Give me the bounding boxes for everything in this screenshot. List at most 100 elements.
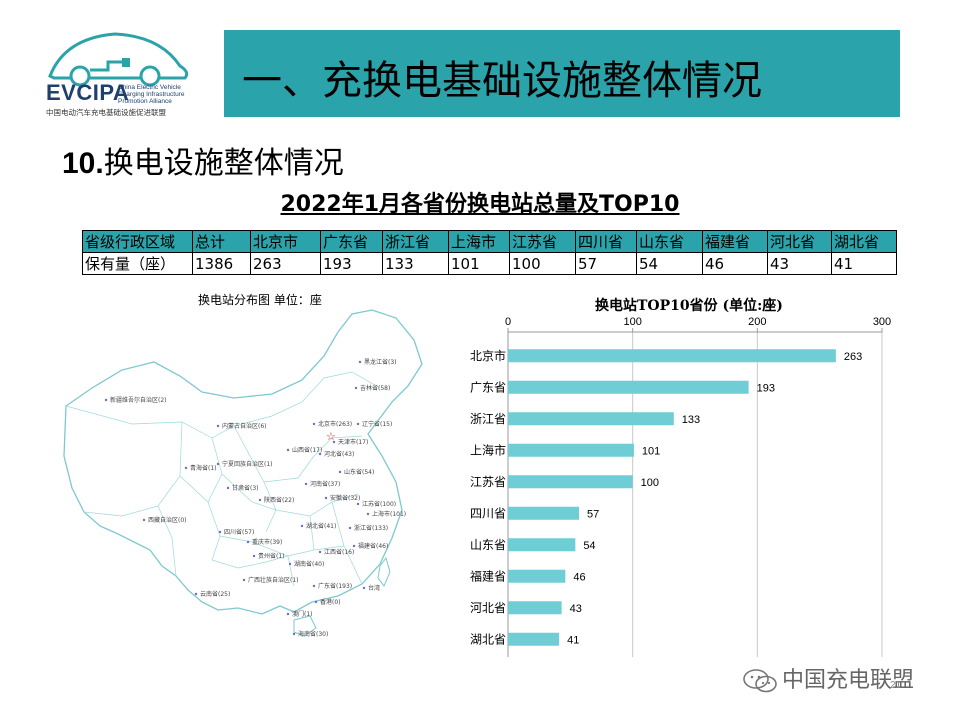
map-province-label: 台湾 <box>368 584 380 592</box>
table-cell: 46 <box>702 252 768 275</box>
map-province-label: 湖北省(41) <box>306 522 336 530</box>
table-cell: 43 <box>767 252 832 275</box>
map-province-label: 安徽省(32) <box>330 494 360 502</box>
map-province-label: 天津市(17) <box>338 438 368 446</box>
table-cell: 133 <box>382 252 449 275</box>
table-title: 2022年1月各省份换电站总量及TOP10 <box>280 192 680 217</box>
data-label: 100 <box>641 477 659 489</box>
map-marker-icon <box>354 386 358 390</box>
title-banner: 一、充换电基础设施整体情况 <box>224 30 900 117</box>
x-tick-label: 200 <box>748 316 766 328</box>
table-header-cell: 省级行政区域 <box>82 230 193 253</box>
category-label: 四川省 <box>470 506 506 520</box>
map-marker-icon <box>366 512 370 516</box>
map-marker-icon <box>286 448 290 452</box>
map-province-label: 北京市(263) <box>318 420 352 428</box>
bar <box>508 380 749 394</box>
logo-line-2: Charging Infrastructure <box>118 91 185 98</box>
section-title: 换电设施整体情况 <box>103 146 344 181</box>
map-marker-icon <box>338 470 342 474</box>
logo-line-1: China Electric Vehicle <box>118 84 181 91</box>
map-marker-icon <box>362 586 366 590</box>
table-header-cell: 湖北省 <box>831 230 897 253</box>
map-marker-icon <box>312 584 316 588</box>
bar <box>508 538 576 552</box>
table-header-cell: 四川省 <box>575 230 637 253</box>
map-marker-icon <box>300 524 304 528</box>
summary-table: 省级行政区域 总计 北京市 广东省 浙江省 上海市 江苏省 四川省 山东省 福建… <box>82 230 897 275</box>
map-province-label: 西藏自治区(0) <box>148 516 187 524</box>
map-marker-icon <box>348 526 352 530</box>
table-header-cell: 江苏省 <box>509 230 576 253</box>
map-marker-icon <box>292 632 296 636</box>
map-marker-icon <box>226 486 230 490</box>
map-province-label: 江苏省(100) <box>362 500 396 508</box>
map-province-label: 澳门(1) <box>292 610 313 618</box>
table-cell: 101 <box>448 252 510 275</box>
table-header-cell: 浙江省 <box>382 230 449 253</box>
category-label: 上海市 <box>470 442 506 457</box>
bar <box>508 412 674 426</box>
map-marker-icon <box>358 360 362 364</box>
map-province-label: 内蒙古自治区(6) <box>222 422 267 430</box>
map-province-label: 上海市(101) <box>372 510 406 518</box>
table-header-cell: 福建省 <box>702 230 768 253</box>
table-header-cell: 总计 <box>192 230 251 253</box>
table-cell: 263 <box>250 252 321 275</box>
map-province-label: 重庆市(39) <box>252 538 282 546</box>
table-header-cell: 广东省 <box>320 230 383 253</box>
page-number: 21 <box>890 680 902 691</box>
logo-english: China Electric Vehicle Charging Infrastr… <box>118 84 198 105</box>
chart-title: 换电站TOP10省份 (单位:座) <box>595 298 783 314</box>
map-marker-icon <box>142 518 146 522</box>
category-label: 江苏省 <box>470 475 506 489</box>
hainan-island <box>293 615 317 637</box>
map-province-label: 广东省(193) <box>318 582 352 590</box>
map-marker-icon <box>314 600 318 604</box>
table-cell: 193 <box>320 252 383 275</box>
category-label: 山东省 <box>470 538 506 552</box>
wechat-icon <box>743 669 777 693</box>
evcipa-car-logo-icon <box>48 32 189 87</box>
map-province-label: 贵州省(1) <box>258 552 285 560</box>
map-province-label: 陕西省(22) <box>264 496 294 504</box>
x-tick-label: 300 <box>873 316 891 328</box>
map-province-label: 海南省(30) <box>298 630 328 638</box>
data-label: 263 <box>844 351 862 363</box>
category-label: 湖北省 <box>470 631 506 646</box>
table-cell: 100 <box>509 252 576 275</box>
map-marker-icon <box>252 554 256 558</box>
table-header-cell: 上海市 <box>448 230 510 253</box>
map-province-label: 福建省(46) <box>358 542 388 550</box>
data-label: 133 <box>682 414 700 426</box>
logo-chinese-name: 中国电动汽车充电基础设施促进联盟 <box>46 108 166 117</box>
category-label: 河北省 <box>470 601 506 615</box>
section-heading: 10.换电设施整体情况 <box>62 138 344 182</box>
map-marker-icon <box>104 398 108 402</box>
map-province-label: 河南省(37) <box>310 480 340 488</box>
x-tick-label: 100 <box>623 316 641 328</box>
table-row: 保有量（座） 1386 263 193 133 101 100 57 54 46… <box>82 252 897 275</box>
map-marker-icon <box>356 502 360 506</box>
table-header-row: 省级行政区域 总计 北京市 广东省 浙江省 上海市 江苏省 四川省 山东省 福建… <box>82 230 897 253</box>
map-province-label: 浙江省(133) <box>354 524 388 532</box>
map-province-label: 辽宁省(15) <box>362 420 392 428</box>
map-province-label: 广西壮族自治区(1) <box>248 576 299 584</box>
category-label: 北京市 <box>470 348 506 363</box>
map-marker-icon <box>324 496 328 500</box>
category-label: 广东省 <box>470 380 506 394</box>
top10-bar-chart: 0 100 200 300 北京市 263 广东省 193 浙江省 133 上海市 101 江苏省 100… <box>470 316 891 657</box>
bar <box>508 475 633 489</box>
map-marker-icon <box>194 592 198 596</box>
table-cell: 1386 <box>192 252 251 275</box>
map-marker-icon <box>332 440 336 444</box>
data-label: 101 <box>642 445 660 457</box>
data-label: 54 <box>583 540 595 552</box>
map-province-label: 青海省(1) <box>190 464 217 472</box>
data-label: 43 <box>570 603 582 615</box>
map-marker-icon <box>216 462 220 466</box>
china-outline <box>63 309 423 615</box>
bar <box>508 443 634 457</box>
map-title: 换电站分布图 单位：座 <box>198 293 322 307</box>
section-number: 10. <box>62 147 104 180</box>
